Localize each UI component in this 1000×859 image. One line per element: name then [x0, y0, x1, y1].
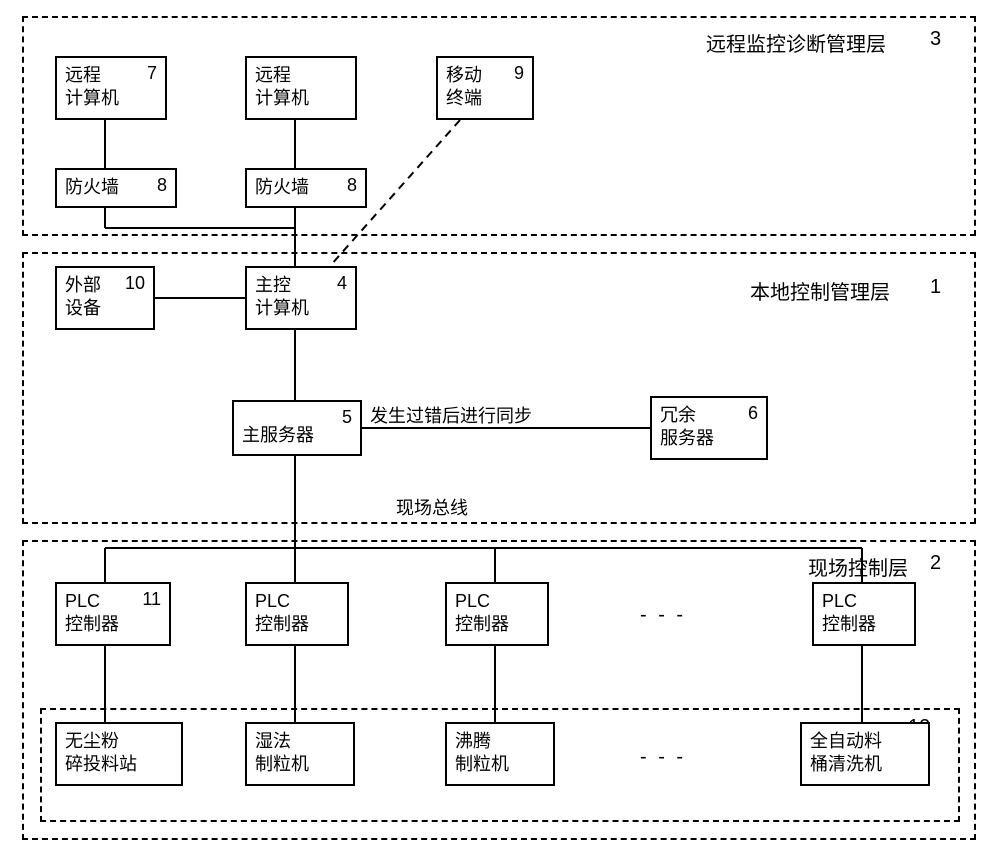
node-line2: 控制器 [65, 613, 161, 636]
node-line1: 湿法 [255, 730, 345, 753]
node-line1: 全自动料 [810, 730, 920, 753]
node-line1: 防火墙 [255, 176, 357, 199]
node-num: 8 [157, 174, 167, 197]
node-line1: PLC [455, 590, 539, 613]
node-mobile: 移动 终端 9 [436, 56, 534, 120]
node-external: 外部 设备 10 [55, 266, 155, 330]
node-line1: 主控 [255, 274, 347, 297]
node-plc-4: PLC 控制器 [812, 582, 916, 646]
node-line2: 碎投料站 [65, 753, 173, 776]
node-line1: 主服务器 [242, 424, 352, 447]
node-line1: PLC [255, 590, 339, 613]
node-plc-2: PLC 控制器 [245, 582, 349, 646]
edge-label-fieldbus: 现场总线 [396, 494, 468, 520]
node-num: 8 [347, 174, 357, 197]
node-num: 6 [748, 402, 758, 425]
node-num: 9 [514, 62, 524, 85]
edge-label-sync: 发生过错后进行同步 [370, 402, 532, 428]
node-line1: 无尘粉 [65, 730, 173, 753]
node-num: 7 [147, 62, 157, 85]
node-line1: 远程 [255, 64, 347, 87]
node-equipment-3: 沸腾 制粒机 [445, 722, 555, 786]
ellipsis-plc: - - - [640, 604, 686, 627]
node-line2: 终端 [446, 87, 524, 110]
node-line2: 设备 [65, 297, 145, 320]
node-line1: PLC [822, 590, 906, 613]
node-main-pc: 主控 计算机 4 [245, 266, 357, 330]
node-equipment-4: 全自动料 桶清洗机 [800, 722, 930, 786]
node-line2: 控制器 [255, 613, 339, 636]
node-line1: 远程 [65, 64, 157, 87]
node-line2: 计算机 [255, 87, 347, 110]
layer-local-label: 本地控制管理层 [750, 276, 890, 305]
node-firewall-1: 防火墙 8 [55, 168, 177, 208]
node-remote-pc-2: 远程 计算机 [245, 56, 357, 120]
node-remote-pc-1: 远程 计算机 7 [55, 56, 167, 120]
node-firewall-2: 防火墙 8 [245, 168, 367, 208]
layer-remote-label: 远程监控诊断管理层 [706, 28, 886, 57]
node-line1: 防火墙 [65, 176, 167, 199]
node-line2: 计算机 [65, 87, 157, 110]
node-line2: 服务器 [660, 427, 758, 450]
node-equipment-1: 无尘粉 碎投料站 [55, 722, 183, 786]
node-redundant-server: 冗余 服务器 6 [650, 396, 768, 460]
node-line2: 计算机 [255, 297, 347, 320]
node-plc-3: PLC 控制器 [445, 582, 549, 646]
layer-field-num: 2 [930, 552, 941, 575]
node-num: 5 [342, 406, 352, 429]
node-line1: 冗余 [660, 404, 758, 427]
node-line2: 控制器 [455, 613, 539, 636]
node-line1: 移动 [446, 64, 524, 87]
node-num: 10 [125, 272, 145, 295]
ellipsis-equipment: - - - [640, 746, 686, 769]
node-line2: 制粒机 [455, 753, 545, 776]
node-num: 11 [142, 588, 161, 611]
node-main-server: 主服务器 5 [232, 400, 362, 456]
node-line2: 制粒机 [255, 753, 345, 776]
node-num: 4 [337, 272, 347, 295]
layer-field-label: 现场控制层 [808, 552, 908, 581]
layer-remote-num: 3 [930, 28, 941, 51]
node-equipment-2: 湿法 制粒机 [245, 722, 355, 786]
node-line2: 桶清洗机 [810, 753, 920, 776]
node-line1: 沸腾 [455, 730, 545, 753]
node-line2: 控制器 [822, 613, 906, 636]
node-plc-1: PLC 控制器 11 [55, 582, 171, 646]
layer-local-num: 1 [930, 276, 941, 299]
